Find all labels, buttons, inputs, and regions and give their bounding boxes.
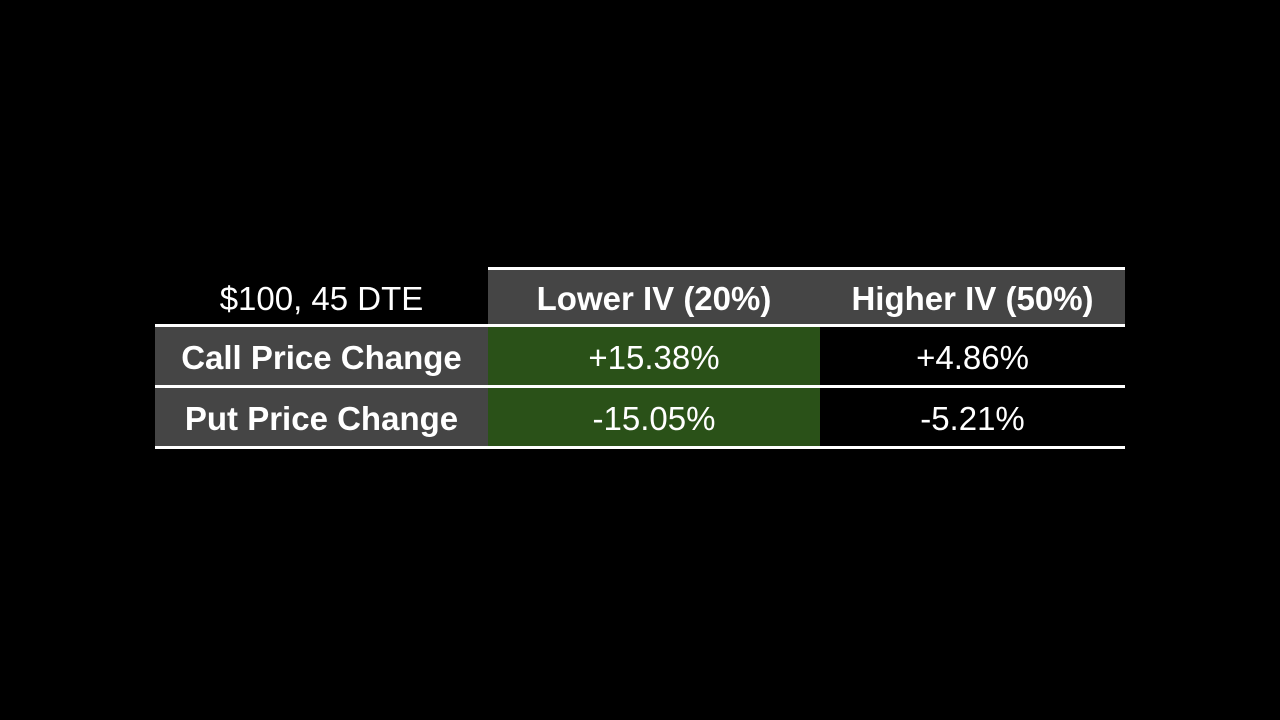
row-label-put: Put Price Change <box>155 388 488 449</box>
call-lower-iv-value: +15.38% <box>488 327 820 388</box>
table-bottom-rule <box>155 446 1125 449</box>
column-header-higher-iv: Higher IV (50%) <box>820 267 1125 327</box>
corner-label: $100, 45 DTE <box>155 267 488 327</box>
column-header-lower-iv: Lower IV (20%) <box>488 267 820 327</box>
comparison-table: $100, 45 DTE Lower IV (20%) Higher IV (5… <box>155 267 1125 449</box>
header-top-rule <box>488 267 1125 270</box>
table-header-row: $100, 45 DTE Lower IV (20%) Higher IV (5… <box>155 267 1125 327</box>
put-lower-iv-value: -15.05% <box>488 388 820 449</box>
put-higher-iv-value: -5.21% <box>820 388 1125 449</box>
table-row: Call Price Change +15.38% +4.86% <box>155 327 1125 388</box>
row-rule <box>155 324 1125 327</box>
table-row: Put Price Change -15.05% -5.21% <box>155 388 1125 449</box>
row-label-call: Call Price Change <box>155 327 488 388</box>
call-higher-iv-value: +4.86% <box>820 327 1125 388</box>
row-rule <box>155 385 1125 388</box>
